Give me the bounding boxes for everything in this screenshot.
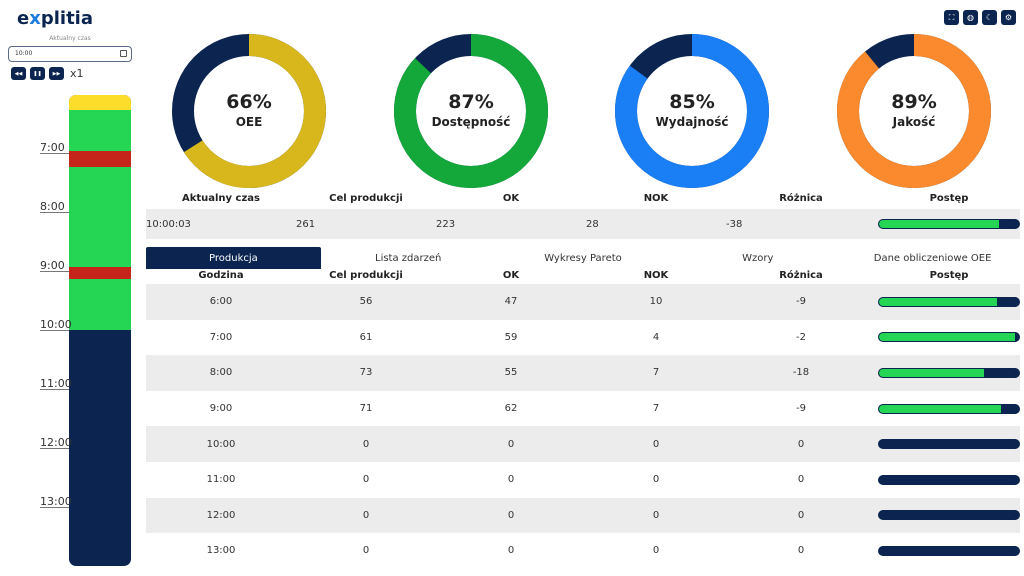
timeline-tick-label: 10:00 (40, 318, 72, 331)
fullscreen-icon[interactable]: ⛶ (944, 10, 959, 25)
donut-value-arc (172, 34, 326, 188)
tab-produkcja[interactable]: Produkcja (146, 247, 321, 269)
progress-bar (878, 545, 1020, 556)
timeline-segment (69, 95, 131, 110)
timeline-tick-label: 13:00 (40, 495, 72, 508)
calendar-icon[interactable] (120, 50, 127, 57)
progress-bar (878, 439, 1020, 450)
tab-wykresy-pareto[interactable]: Wykresy Pareto (544, 252, 622, 264)
moon-icon[interactable]: ☾ (982, 10, 997, 25)
speed-label: x1 (70, 67, 84, 80)
timeline-tick-line (40, 448, 69, 449)
progress-bar (878, 296, 1020, 307)
progress-bar (878, 332, 1020, 343)
kpi-donut-3: 89% Jakość (836, 33, 992, 189)
timeline-segment (69, 267, 131, 279)
timeline-segment (69, 110, 131, 151)
tab-lista-zdarzen[interactable]: Lista zdarzeń (375, 252, 442, 264)
kpi-value: 87% (448, 91, 494, 113)
table-row: 11:00 0 0 0 0 (146, 462, 1020, 498)
fast-forward-button[interactable]: ▶▶ (49, 67, 64, 80)
timeline-segment (69, 167, 131, 267)
timeline-tick-label: 12:00 (40, 436, 72, 449)
time-input[interactable]: 10:00 (8, 46, 132, 62)
summary-row: 10:00:03 261 223 28 -38 (146, 209, 1020, 239)
rewind-button[interactable]: ◀◀ (11, 67, 26, 80)
kpi-donut-0: 66% OEE (171, 33, 327, 189)
progress-bar (878, 367, 1020, 378)
donut-value-arc (394, 34, 548, 188)
table-row: 10:00 0 0 0 0 (146, 426, 1020, 462)
timeline-segment (69, 151, 131, 167)
globe-icon[interactable]: ◍ (963, 10, 978, 25)
kpi-donut-2: 85% Wydajność (614, 33, 770, 189)
table-row: 9:00 71 62 7 -9 (146, 391, 1020, 427)
timeline-tick-label: 9:00 (40, 259, 65, 272)
gear-icon[interactable]: ⚙ (1001, 10, 1016, 25)
timeline-tick-label: 7:00 (40, 141, 65, 154)
pause-button[interactable]: ❚❚ (30, 67, 45, 80)
tabs: Produkcja Lista zdarzeń Wykresy Pareto W… (146, 247, 1020, 269)
progress-bar (878, 403, 1020, 414)
kpi-value: 89% (891, 91, 937, 113)
timeline-bar[interactable] (69, 95, 131, 566)
table-row: 12:00 0 0 0 0 (146, 497, 1020, 534)
table-header: Godzina Cel produkcji OK NOK Różnica Postęp (198, 270, 969, 281)
timeline-tick-line (40, 212, 69, 213)
kpi-donut-1: 87% Dostępność (393, 33, 549, 189)
current-time-label: Aktualny czas (49, 35, 91, 42)
progress-bar (878, 474, 1020, 485)
timeline-segment (69, 279, 131, 330)
kpi-label: Wydajność (655, 115, 729, 129)
table-row: 7:00 61 59 4 -2 (146, 320, 1020, 356)
kpi-label: Jakość (892, 115, 936, 129)
table-row: 8:00 73 55 7 -18 (146, 355, 1020, 391)
table-row: 6:00 56 47 10 -9 (146, 284, 1020, 320)
tab-wzory[interactable]: Wzory (742, 252, 774, 264)
kpi-value: 66% (226, 91, 272, 113)
timeline-tick-line (40, 330, 69, 331)
summary-header: Aktualny czas Cel produkcji OK NOK Różnica Po… (181, 193, 969, 204)
donut-value-arc (837, 34, 991, 188)
kpi-label: Dostępność (431, 115, 511, 129)
timeline-tick-line (40, 153, 69, 154)
summary-progress-bar (878, 219, 1020, 229)
timeline-tick-label: 11:00 (40, 377, 72, 390)
donut-value-arc (615, 34, 769, 188)
logo: explitia (17, 8, 93, 29)
table-row: 13:00 0 0 0 0 (146, 533, 1020, 569)
timeline-tick-line (40, 507, 69, 508)
kpi-value: 85% (669, 91, 715, 113)
timeline-tick-line (40, 271, 69, 272)
progress-bar (878, 510, 1020, 521)
kpi-label: OEE (235, 115, 263, 129)
tab-dane-obliczeniowe[interactable]: Dane obliczeniowe OEE (873, 252, 992, 264)
timeline-tick-line (40, 389, 69, 390)
timeline-tick-label: 8:00 (40, 200, 65, 213)
